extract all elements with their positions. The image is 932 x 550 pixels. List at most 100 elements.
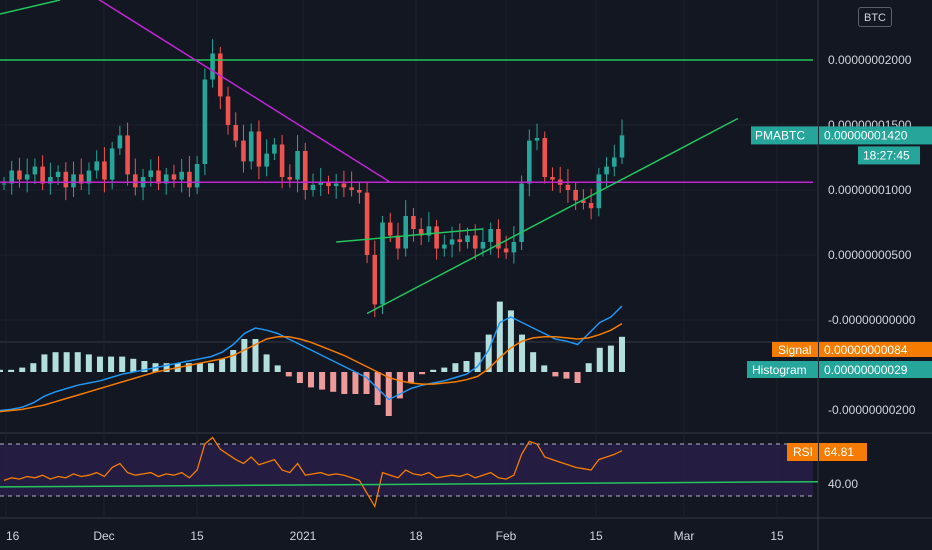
macd-histogram-bar bbox=[19, 367, 26, 372]
candle-body bbox=[573, 190, 578, 201]
macd-histogram-bar bbox=[596, 347, 603, 372]
macd-histogram-bar bbox=[341, 372, 348, 394]
macd-histogram-bar bbox=[530, 352, 537, 372]
macd-histogram-bar bbox=[585, 363, 592, 372]
macd-histogram-bar bbox=[319, 372, 326, 390]
macd-histogram-bar bbox=[419, 372, 426, 375]
candle-body bbox=[418, 229, 424, 236]
candle-body bbox=[318, 182, 324, 185]
candle-body bbox=[333, 183, 339, 187]
time-axis-label: Mar bbox=[674, 529, 695, 543]
macd-histogram-bar bbox=[519, 334, 526, 372]
histogram-value-tag bbox=[819, 361, 932, 378]
macd-histogram-bar bbox=[0, 369, 3, 372]
candle-body bbox=[9, 170, 15, 184]
candle-body bbox=[163, 174, 169, 184]
rsi-trendline bbox=[0, 480, 819, 488]
time-axis-label: 15 bbox=[770, 529, 784, 543]
macd-histogram-bar bbox=[208, 363, 215, 372]
macd-histogram-bar bbox=[363, 372, 370, 394]
candle-body bbox=[133, 174, 138, 188]
macd-axis-label: -0.00000000200 bbox=[828, 403, 916, 417]
time-axis-label: 16 bbox=[6, 529, 20, 543]
candle-body bbox=[442, 244, 447, 249]
price-pane bbox=[0, 0, 813, 318]
rsi-label-tag bbox=[787, 443, 818, 461]
macd-histogram-bar bbox=[85, 354, 92, 372]
candle-body bbox=[565, 184, 571, 190]
magenta-trendline bbox=[98, 0, 391, 183]
rsi-value: 64.81 bbox=[824, 445, 854, 459]
signal-value: 0.00000000084 bbox=[824, 343, 908, 357]
candle-body bbox=[496, 229, 501, 249]
candle-body bbox=[449, 239, 455, 245]
macd-histogram-bar bbox=[607, 345, 614, 372]
price-axis-label: 0.00000002000 bbox=[828, 53, 912, 67]
countdown: 18:27:45 bbox=[863, 148, 910, 162]
macd-pane bbox=[0, 301, 625, 416]
pair-symbol-tag bbox=[751, 126, 818, 145]
macd-histogram-bar bbox=[308, 372, 314, 388]
rsi-line bbox=[3, 436, 623, 509]
currency-badge[interactable]: BTC bbox=[858, 7, 892, 27]
candle-body bbox=[225, 96, 231, 125]
candle-body bbox=[426, 226, 432, 236]
macd-histogram-bar bbox=[407, 372, 414, 383]
candle-body bbox=[202, 79, 208, 164]
macd-histogram-bar bbox=[108, 356, 115, 372]
macd-histogram-bar bbox=[196, 363, 203, 372]
candle-body bbox=[102, 161, 107, 180]
macd-histogram-bar bbox=[352, 372, 359, 394]
last-price: 0.00000001420 bbox=[824, 128, 908, 142]
candle-body bbox=[241, 140, 246, 162]
signal-label-tag bbox=[772, 342, 818, 357]
signal-label: Signal bbox=[778, 343, 811, 357]
candle-body bbox=[71, 174, 76, 188]
green-trendline bbox=[0, 0, 61, 15]
candle-body bbox=[527, 140, 532, 184]
candle-body bbox=[302, 151, 308, 190]
candle-body bbox=[233, 125, 239, 141]
candle-body bbox=[94, 161, 99, 171]
macd-histogram-bar bbox=[219, 358, 226, 372]
countdown-tag bbox=[858, 146, 920, 165]
time-axis-label: 18 bbox=[409, 529, 423, 543]
candle-body bbox=[187, 171, 192, 188]
axis-layer: 0.000000020000.000000015000.000000010000… bbox=[6, 53, 932, 543]
macd-histogram-bar bbox=[63, 352, 70, 372]
macd-histogram-bar bbox=[119, 356, 126, 372]
candle-body bbox=[550, 177, 555, 180]
macd-histogram-bar bbox=[30, 363, 37, 372]
candle-body bbox=[272, 144, 277, 154]
candle-body bbox=[372, 255, 378, 305]
candle-body bbox=[480, 242, 486, 249]
rsi-label: RSI bbox=[793, 445, 813, 459]
macd-histogram-bar bbox=[263, 354, 270, 372]
green-trendline bbox=[366, 117, 739, 315]
candle-body bbox=[511, 242, 517, 253]
time-axis-label: 2021 bbox=[290, 529, 317, 543]
candle-body bbox=[171, 174, 177, 180]
candle-body bbox=[465, 235, 470, 242]
price-axis-label: -0.00000000000 bbox=[828, 313, 916, 327]
macd-histogram-bar bbox=[230, 350, 237, 372]
macd-histogram-bar bbox=[441, 367, 448, 372]
macd-histogram-bar bbox=[96, 356, 103, 372]
candle-body bbox=[48, 177, 53, 184]
candle-body bbox=[488, 229, 493, 242]
rsi-value-tag bbox=[819, 443, 867, 461]
candle-body bbox=[295, 151, 300, 180]
candle-body bbox=[472, 235, 478, 249]
candle-body bbox=[457, 239, 463, 242]
macd-histogram-bar bbox=[485, 334, 492, 372]
candle-body bbox=[109, 148, 115, 180]
macd-histogram-bar bbox=[274, 365, 281, 372]
candle-body bbox=[248, 131, 254, 162]
candle-body bbox=[256, 131, 262, 167]
candle-body bbox=[287, 177, 293, 180]
candle-body bbox=[341, 183, 347, 188]
macd-histogram-bar bbox=[74, 352, 81, 372]
time-axis-label: Dec bbox=[93, 529, 114, 543]
